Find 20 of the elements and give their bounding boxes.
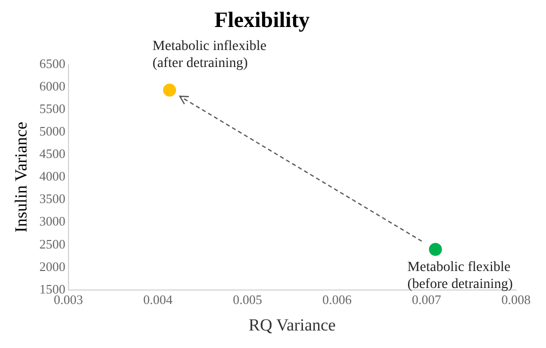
y-tick-label: 4000 <box>39 168 66 184</box>
x-tick-label: 0.006 <box>322 292 352 308</box>
y-tick-label: 5500 <box>39 100 66 116</box>
y-tick-label: 3500 <box>39 191 66 206</box>
y-tick-label: 2000 <box>39 258 66 274</box>
x-tick-label: 0.005 <box>232 292 262 308</box>
x-axis-title: RQ Variance <box>248 315 336 334</box>
y-tick-label: 6500 <box>39 56 66 71</box>
x-tick-label: 0.008 <box>501 292 531 308</box>
x-tick-label: 0.007 <box>412 292 442 308</box>
annotation: Metabolic inflexible (after detraining) <box>152 38 266 71</box>
y-tick-label: 3000 <box>39 214 66 229</box>
y-tick-label: 5000 <box>39 124 66 138</box>
annotation: Metabolic flexible (before detraining) <box>407 260 514 292</box>
x-tick-label: 0.004 <box>143 292 174 308</box>
chart-title: Flexibility <box>214 6 310 32</box>
y-tick-label: 2500 <box>39 236 66 252</box>
y-tick-label: 6000 <box>39 78 66 94</box>
y-tick-label: 4500 <box>39 146 66 162</box>
y-axis-title: Insulin Variance <box>12 122 31 233</box>
